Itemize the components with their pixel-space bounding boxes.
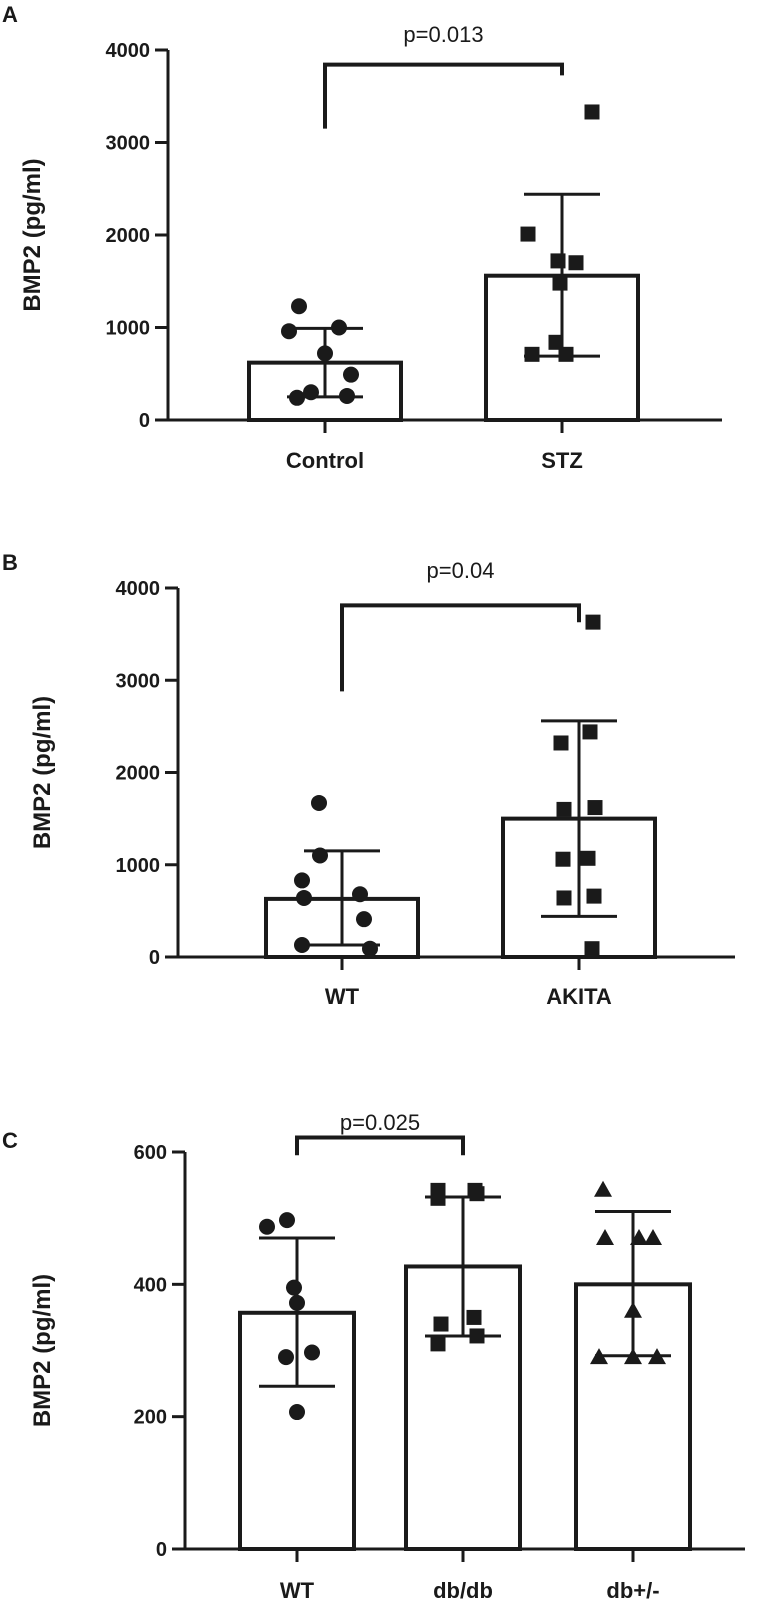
panel-c-p-value: p=0.025 (340, 1110, 420, 1135)
panel-b-y-tick-label: 1000 (116, 855, 161, 877)
panel-c-label: C (2, 1128, 18, 1153)
panel-b-point (312, 847, 328, 864)
panel-b-point (587, 800, 603, 816)
panel-b-point (294, 872, 310, 889)
panel-b-point (311, 794, 327, 811)
panel-a-point (281, 323, 297, 340)
panel-c-point (433, 1316, 449, 1332)
panel-a-point (524, 346, 540, 362)
panel-c-point (430, 1336, 446, 1352)
panel-c-point (630, 1229, 648, 1246)
panel-a-y-tick-label: 2000 (106, 225, 151, 247)
panel-a-y-tick-label: 3000 (106, 133, 151, 155)
panel-b-point (356, 911, 372, 928)
panel-a-label: A (2, 2, 18, 27)
panel-a-point (550, 253, 566, 269)
panel-c-point (466, 1309, 482, 1325)
panel-a-point (339, 387, 355, 404)
panel-c-point (289, 1294, 305, 1311)
panel-a-category-label: Control (286, 448, 364, 473)
panel-b-y-tick-label: 4000 (116, 578, 161, 600)
panel-c-category-label: db/db (433, 1578, 493, 1603)
panel-b-point (582, 724, 598, 740)
panel-c: C 0 200 400 600 BMP2 (pg/ml) WT db/db db+/- p=0.… (2, 1110, 745, 1603)
panel-c-point (259, 1218, 275, 1235)
panel-b-point (584, 941, 600, 957)
panel-b-label: B (2, 550, 18, 575)
panel-b-significance-bracket (340, 603, 581, 692)
panel-b-y-tick-label: 3000 (116, 670, 161, 692)
panel-a-point (584, 104, 600, 120)
panel-b-point (553, 735, 569, 751)
panel-b-y-axis-label: BMP2 (pg/ml) (29, 696, 56, 849)
panel-c-point (430, 1190, 446, 1206)
panel-a-point (552, 275, 568, 291)
panel-b-category-label: AKITA (546, 984, 612, 1009)
panel-a-y-tick-label: 0 (139, 410, 150, 432)
panel-a-point (558, 346, 574, 362)
panel-c-point (594, 1180, 612, 1197)
panel-c-category-label: WT (280, 1578, 315, 1603)
panel-b-point (362, 940, 378, 957)
panel-b-point (352, 886, 368, 903)
panel-a-point (291, 298, 307, 315)
panel-c-y-tick-label: 200 (134, 1407, 167, 1429)
panel-a-point (289, 389, 305, 406)
panel-b-point (586, 888, 602, 904)
panel-b-y-tick-label: 2000 (116, 763, 161, 785)
panel-c-point (278, 1349, 294, 1366)
panel-a: A 0 1000 2000 3000 4000 BMP2 (pg/ml) Control ST… (2, 2, 722, 473)
panel-c-point (596, 1229, 614, 1246)
panel-b-point (580, 850, 596, 866)
panel-b-y-tick-label: 0 (149, 947, 160, 969)
panel-c-point (590, 1348, 608, 1365)
panel-c-point (289, 1404, 305, 1421)
panel-b-point (556, 801, 572, 817)
panel-a-category-label: STZ (541, 448, 583, 473)
panel-b-point (296, 889, 312, 906)
panel-a-y-axis-label: BMP2 (pg/ml) (19, 158, 46, 311)
panel-a-point (520, 226, 536, 242)
panel-b-category-label: WT (325, 984, 360, 1009)
panel-c-y-tick-label: 400 (134, 1274, 167, 1296)
panel-c-category-label: db+/- (606, 1578, 659, 1603)
panel-b-p-value: p=0.04 (427, 558, 495, 583)
panel-a-p-value: p=0.013 (403, 22, 483, 47)
panel-c-point (469, 1328, 485, 1344)
panel-a-y-tick-label: 4000 (106, 40, 151, 62)
panel-b: B 0 1000 2000 3000 4000 BMP2 (pg/ml) WT AKITA p=… (2, 550, 735, 1009)
panel-a-y-tick-label: 1000 (106, 318, 151, 340)
panel-b-point (294, 937, 310, 954)
panel-c-point (279, 1212, 295, 1229)
panel-a-point (568, 255, 584, 271)
panel-c-y-tick-label: 0 (156, 1539, 167, 1561)
panel-c-point (469, 1186, 485, 1202)
panel-a-point (303, 384, 319, 401)
panel-c-point (286, 1279, 302, 1296)
panel-c-point (304, 1344, 320, 1361)
panel-c-point (624, 1301, 642, 1318)
panel-a-significance-bracket (323, 62, 564, 129)
panel-b-point (585, 614, 601, 630)
panel-c-y-axis-label: BMP2 (pg/ml) (29, 1274, 56, 1427)
panel-a-point (317, 345, 333, 362)
panel-c-point (648, 1348, 666, 1365)
panel-a-point (343, 366, 359, 383)
panel-a-point (331, 319, 347, 336)
panel-c-y-tick-label: 600 (134, 1142, 167, 1164)
panel-b-point (555, 851, 571, 867)
panel-b-point (556, 890, 572, 906)
panel-c-significance-bracket (295, 1135, 465, 1156)
panel-c-point (624, 1348, 642, 1365)
panel-c-point (644, 1229, 662, 1246)
panel-a-point (548, 334, 564, 350)
